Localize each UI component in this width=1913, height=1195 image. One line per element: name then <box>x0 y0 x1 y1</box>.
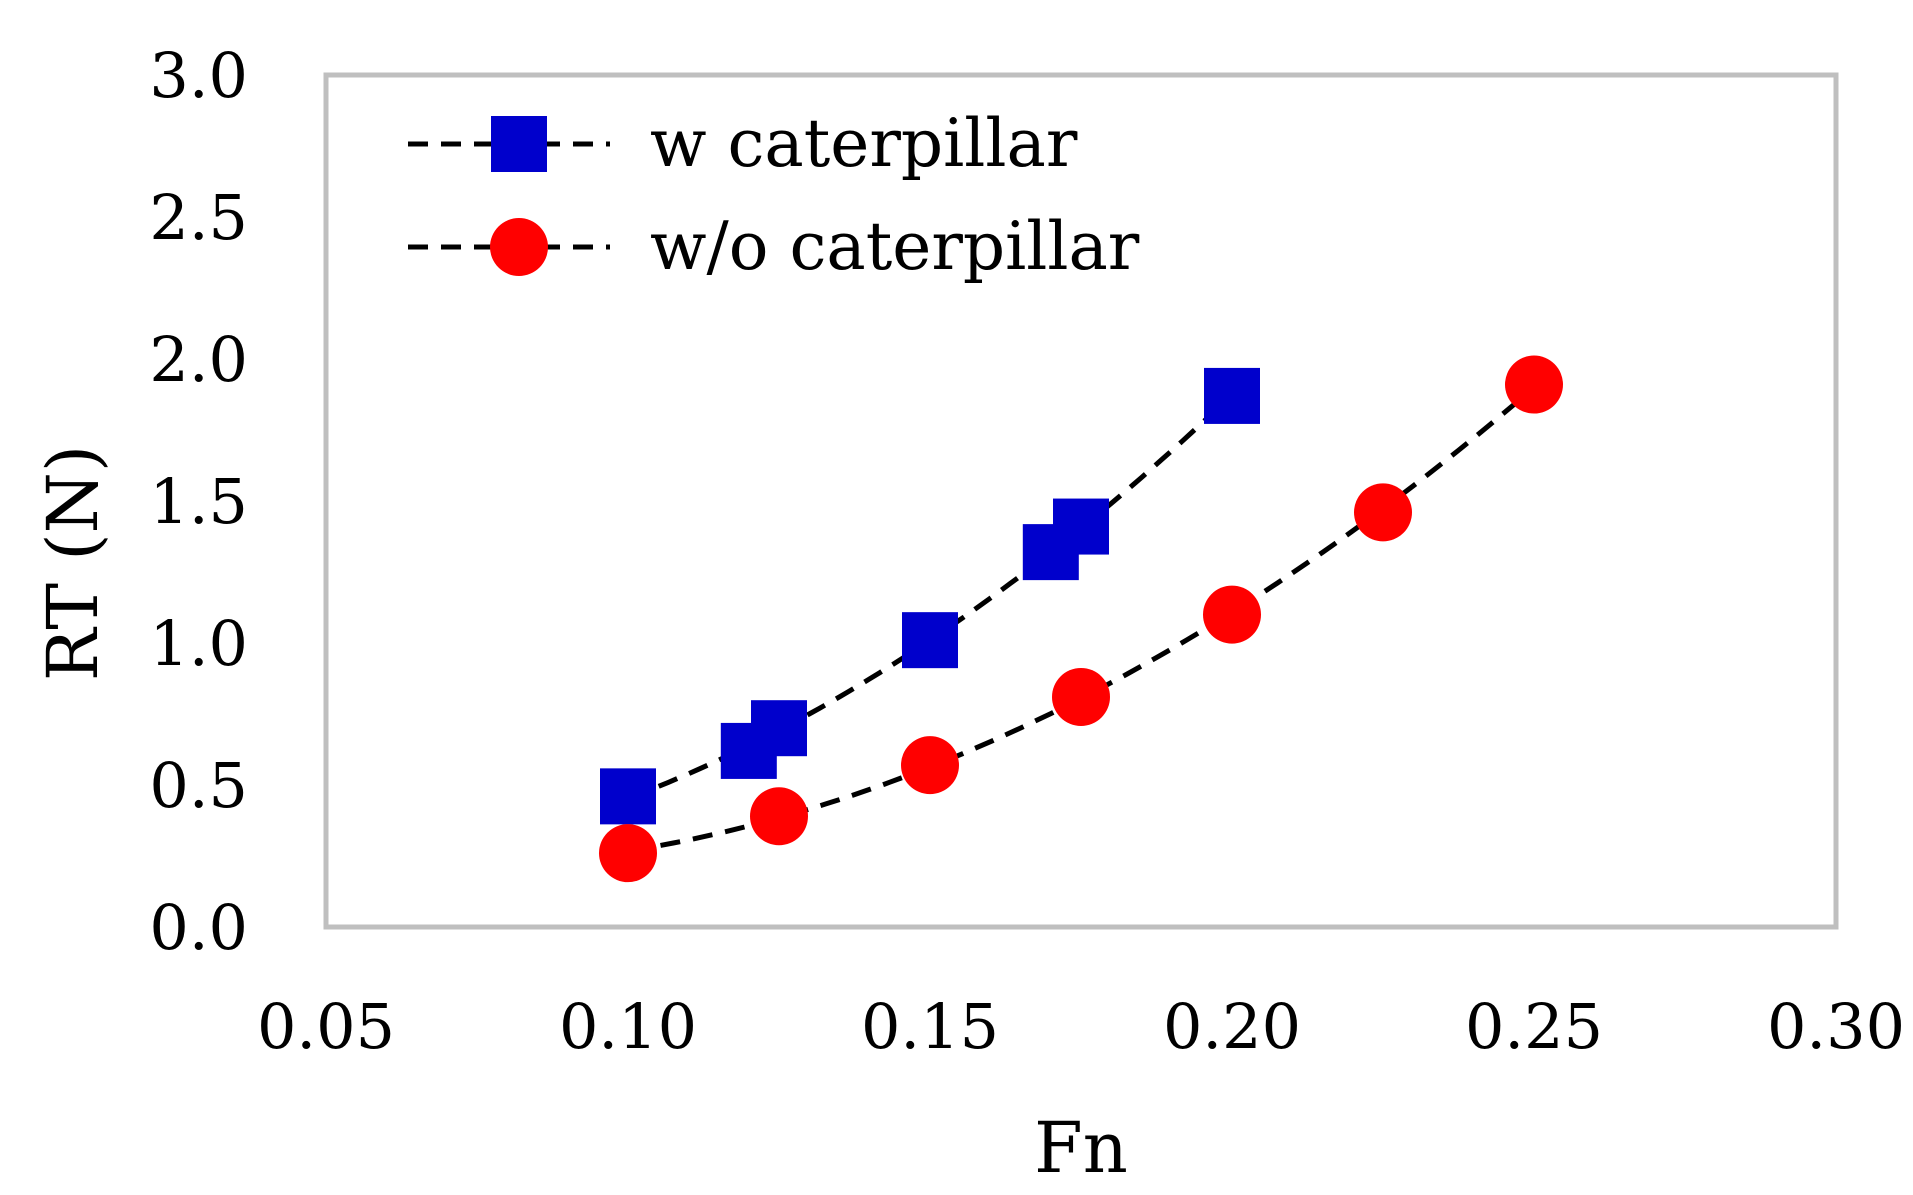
legend: w caterpillar w/o caterpillar <box>408 105 1140 285</box>
legend-label: w/o caterpillar <box>650 208 1140 285</box>
y-tick-label: 0.0 <box>149 891 248 964</box>
data-point-circle <box>1354 483 1412 542</box>
data-point-circle <box>1203 585 1261 644</box>
y-axis-tick-labels: 0.0 0.5 1.0 1.5 2.0 2.5 3.0 <box>149 39 248 964</box>
data-point-square <box>1204 367 1260 424</box>
data-point-square <box>751 700 807 757</box>
x-tick-label: 0.05 <box>257 990 395 1063</box>
data-point-circle <box>901 736 959 795</box>
legend-label: w caterpillar <box>650 105 1078 182</box>
x-tick-label: 0.10 <box>559 990 697 1063</box>
legend-square-marker <box>491 116 547 172</box>
data-point-circle <box>599 824 657 883</box>
x-tick-label: 0.30 <box>1767 990 1905 1063</box>
x-tick-label: 0.20 <box>1163 990 1301 1063</box>
x-tick-label: 0.25 <box>1465 990 1603 1063</box>
x-axis-tick-labels: 0.05 0.10 0.15 0.20 0.25 0.30 <box>257 990 1905 1063</box>
data-point-circle <box>750 787 808 846</box>
data-point-square <box>902 612 958 669</box>
y-tick-label: 3.0 <box>149 39 248 112</box>
data-point-circle <box>1052 667 1110 726</box>
plot-area-frame <box>323 72 1839 930</box>
legend-circle-marker <box>490 218 548 276</box>
x-tick-label: 0.15 <box>861 990 999 1063</box>
trendlines <box>627 385 1536 854</box>
y-tick-label: 1.5 <box>149 465 248 538</box>
data-point-circle <box>1505 355 1563 414</box>
data-point-square <box>1053 498 1109 555</box>
x-axis-title: Fn <box>1034 1107 1128 1189</box>
data-point-square <box>600 768 656 825</box>
y-tick-label: 2.5 <box>149 181 248 254</box>
y-tick-label: 1.0 <box>149 607 248 680</box>
y-axis-title: RT (N) <box>32 445 114 681</box>
y-tick-label: 0.5 <box>149 749 248 822</box>
trendline-circle <box>627 385 1536 854</box>
data-markers <box>599 355 1563 883</box>
y-tick-label: 2.0 <box>149 323 248 396</box>
